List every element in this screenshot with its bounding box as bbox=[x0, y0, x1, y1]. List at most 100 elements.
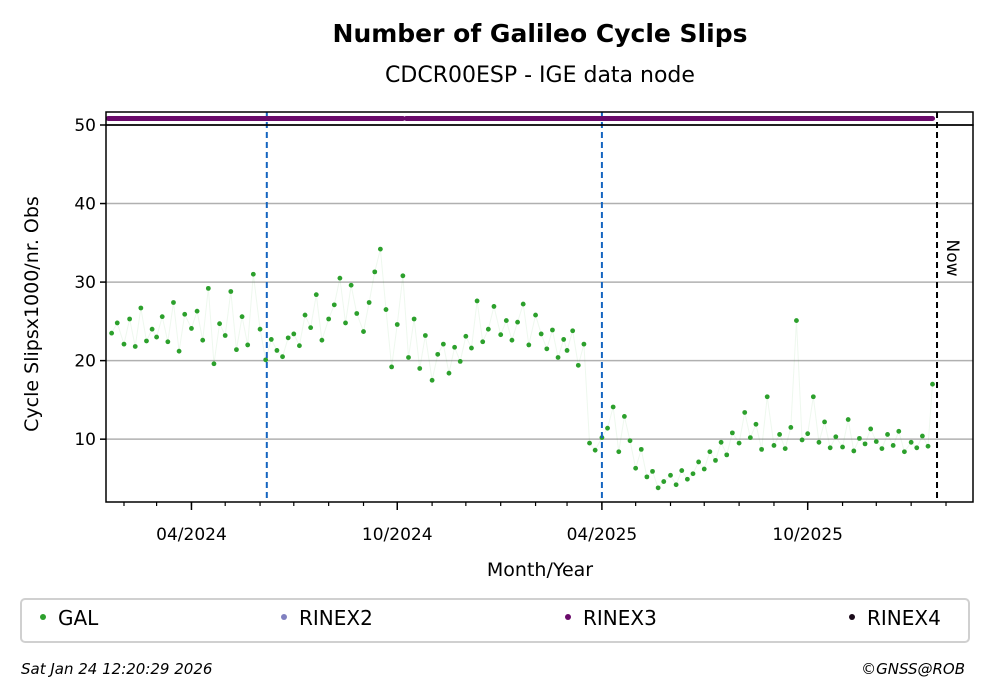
gal-point bbox=[377, 246, 383, 252]
gal-point bbox=[406, 355, 411, 360]
gal-point bbox=[520, 301, 526, 307]
plot-frame bbox=[105, 124, 974, 503]
gal-point bbox=[616, 449, 622, 455]
gal-point bbox=[610, 404, 616, 410]
gal-point bbox=[707, 449, 713, 455]
gal-point bbox=[411, 316, 417, 322]
gal-point bbox=[127, 316, 133, 322]
gal-point bbox=[550, 327, 555, 333]
gal-point bbox=[925, 443, 931, 449]
gal-point bbox=[308, 325, 314, 331]
gal-point bbox=[159, 314, 165, 320]
gal-point bbox=[234, 347, 239, 353]
footer-copyright: ©GNSS@ROB bbox=[861, 660, 965, 678]
chart-subtitle: CDCR00ESP - IGE data node bbox=[385, 63, 695, 88]
gal-point bbox=[868, 426, 874, 432]
legend-label-rinex4: RINEX4 bbox=[867, 606, 941, 630]
gal-point bbox=[799, 437, 805, 443]
gal-point bbox=[696, 459, 702, 465]
gal-point bbox=[729, 430, 735, 436]
gal-point bbox=[873, 439, 879, 444]
gal-point bbox=[480, 339, 486, 345]
legend-marker-rinex4 bbox=[849, 614, 855, 620]
gal-point bbox=[331, 302, 337, 308]
gal-point bbox=[638, 446, 644, 452]
gal-series-line bbox=[111, 248, 934, 489]
gal-point bbox=[555, 355, 561, 360]
x-tick-label: 10/2025 bbox=[772, 525, 843, 545]
gal-point bbox=[109, 330, 115, 336]
legend: GAL RINEX2 RINEX3 RINEX4 bbox=[20, 598, 970, 643]
gal-point bbox=[228, 289, 234, 294]
gal-point bbox=[400, 273, 406, 279]
gal-point bbox=[285, 335, 291, 341]
legend-label-rinex3: RINEX3 bbox=[583, 606, 657, 630]
now-label: Now bbox=[942, 239, 962, 276]
gal-point bbox=[526, 342, 532, 348]
gal-point bbox=[319, 337, 325, 343]
gal-point bbox=[690, 471, 696, 477]
gal-point bbox=[171, 300, 176, 305]
gal-point bbox=[383, 307, 389, 312]
gal-point bbox=[313, 292, 319, 298]
gal-point bbox=[361, 329, 366, 334]
gal-point bbox=[627, 438, 633, 444]
gal-point bbox=[217, 321, 222, 327]
x-tick-label: 10/2024 bbox=[362, 525, 433, 545]
gal-point bbox=[354, 311, 360, 316]
gal-point bbox=[605, 425, 610, 431]
legend-marker-rinex2 bbox=[281, 614, 287, 620]
gal-point bbox=[753, 421, 759, 427]
gal-point bbox=[851, 448, 857, 454]
y-tick-label: 30 bbox=[74, 273, 96, 293]
gal-point bbox=[422, 333, 428, 338]
gal-point bbox=[833, 434, 839, 440]
gal-point bbox=[644, 474, 650, 480]
gal-point bbox=[194, 308, 200, 314]
gal-point bbox=[343, 320, 348, 326]
gal-point bbox=[138, 305, 144, 311]
gal-point bbox=[211, 361, 217, 367]
gal-point bbox=[132, 344, 138, 349]
gal-point bbox=[919, 433, 925, 439]
chart-title: Number of Galileo Cycle Slips bbox=[333, 19, 748, 48]
gal-point bbox=[176, 348, 182, 354]
gal-point bbox=[250, 271, 256, 277]
gal-point bbox=[655, 485, 661, 491]
gal-point bbox=[564, 348, 570, 353]
gal-point bbox=[805, 431, 811, 437]
gal-point bbox=[827, 445, 833, 451]
gal-point bbox=[592, 447, 598, 453]
gal-point bbox=[622, 413, 627, 419]
gal-point bbox=[718, 439, 724, 445]
gal-point bbox=[491, 304, 497, 309]
x-axis-label: Month/Year bbox=[487, 559, 593, 581]
gal-point bbox=[263, 357, 269, 363]
gal-point bbox=[908, 439, 914, 445]
gal-point bbox=[816, 439, 822, 445]
gal-point bbox=[914, 445, 920, 451]
gal-point bbox=[326, 316, 332, 322]
gal-point bbox=[661, 479, 667, 484]
gal-point bbox=[154, 334, 160, 340]
y-tick-label: 50 bbox=[74, 116, 96, 136]
gal-point bbox=[742, 410, 748, 415]
gal-point bbox=[274, 348, 280, 353]
gal-point bbox=[452, 344, 457, 350]
gal-point bbox=[446, 370, 452, 376]
gal-point bbox=[777, 432, 782, 437]
gal-point bbox=[845, 417, 851, 422]
gal-point bbox=[570, 328, 576, 334]
gal-point bbox=[650, 468, 655, 474]
gal-point bbox=[538, 331, 544, 337]
gal-point bbox=[165, 339, 171, 345]
y-tick-label: 20 bbox=[74, 352, 96, 372]
gal-point bbox=[810, 394, 816, 400]
gal-point bbox=[862, 441, 868, 447]
gal-point bbox=[633, 465, 639, 471]
legend-label-gal: GAL bbox=[58, 606, 99, 630]
gal-point bbox=[902, 449, 907, 455]
legend-marker-gal bbox=[40, 614, 46, 620]
gal-point bbox=[389, 364, 395, 370]
